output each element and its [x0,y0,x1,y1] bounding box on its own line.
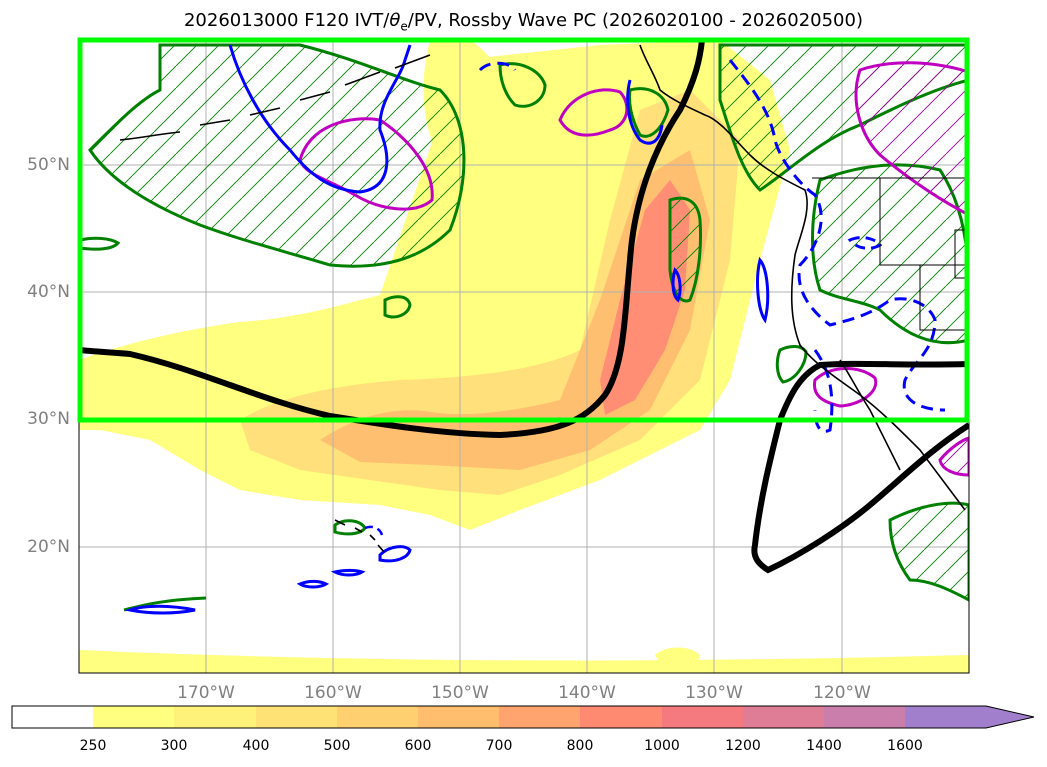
blue-contour-coast-2 [671,267,682,303]
colorbar-segment-under [12,706,93,728]
green-hatched-contours [79,43,969,612]
lon-label-140w: 140°W [558,683,616,703]
colorbar-segment [418,706,499,728]
blue-contour-north [228,44,412,194]
blue-contour-hawaii-2 [330,569,366,577]
coastline-aleutians [119,54,431,141]
colorbar-tick-label: 1200 [725,738,761,754]
black-contours [79,39,969,574]
lon-label-160w: 160°W [304,683,362,703]
ivt-250-small-patch [655,647,700,666]
colorbar-extend-arrow [986,706,1034,728]
colorbar-tick-label: 800 [566,738,594,754]
magenta-region-southeast [938,436,969,477]
green-region-southeast [888,501,969,602]
coastline-hawaii [334,519,385,553]
green-region-small-3 [775,345,808,384]
colorbar-segment [905,706,986,728]
colorbar-segment [256,706,337,728]
lon-label-150w: 150°W [431,683,489,703]
green-region-small-4 [333,519,367,536]
magenta-region-southwest-us [812,367,878,408]
colorbar [11,705,1035,729]
green-region-northwest [88,43,466,268]
lat-label-40n: 40°N [27,282,70,302]
magenta-contours [298,61,969,477]
blue-contour-hawaii-1 [378,545,412,563]
analysis-box [77,37,970,423]
lon-label-120w: 120°W [813,683,871,703]
colorbar-tick-label: 250 [79,738,107,754]
blue-dashed-contour-north [478,61,517,72]
blue-dashed-contour-hawaii [364,525,384,536]
colorbar-tick-label: 1600 [887,738,923,754]
colorbar-tick-label: 700 [485,738,513,754]
colorbar-tick-label: 500 [323,738,351,754]
black-contour-main [79,39,705,439]
colorbar-segment [337,706,418,728]
colorbar-segment [93,706,174,728]
colorbar-tick-label: 400 [242,738,270,754]
colorbar-segment [743,706,824,728]
blue-contour-hawaii-3 [296,579,329,589]
colorbar-segment [580,706,662,728]
blue-contour-coast-1 [756,256,770,324]
green-region-small-2 [79,236,121,251]
colorbar-outline [11,705,1035,729]
magenta-region-ring [558,88,629,137]
map-layers [79,39,969,673]
lon-label-130w: 130°W [685,683,743,703]
colorbar-segment [499,706,580,728]
colorbar-tick-label: 300 [160,738,188,754]
coastline-baja [839,359,901,471]
black-contour-southeast [751,360,969,574]
lat-label-50n: 50°N [27,155,70,175]
lon-label-170w: 170°W [177,683,235,703]
colorbar-tick-label: 1000 [644,738,680,754]
green-region-small-5 [123,596,207,612]
colorbar-segment [174,706,256,728]
coastline-alaska [639,44,966,511]
border-us-canada [812,177,969,331]
coastlines [119,44,969,553]
blue-contour-alaska [626,79,664,145]
blue-contour-west [124,604,196,615]
colorbar-segment [662,706,743,728]
ivt-field [79,40,969,673]
green-region-alaska-coast [628,87,670,138]
colorbar-tick-label: 600 [404,738,432,754]
figure-title: 2026013000 F120 IVT/θe/PV, Rossby Wave P… [183,10,863,34]
green-region-north-central [498,62,547,108]
green-region-small-1 [383,295,412,319]
ivt-250-south-patch [79,650,969,673]
magenta-region-northeast [854,61,969,217]
lat-label-20n: 20°N [27,537,70,557]
green-region-coastal-strip [668,196,702,303]
colorbar-segment [824,706,905,728]
lat-label-30n: 30°N [27,409,70,429]
colorbar-tick-label: 1400 [806,738,842,754]
